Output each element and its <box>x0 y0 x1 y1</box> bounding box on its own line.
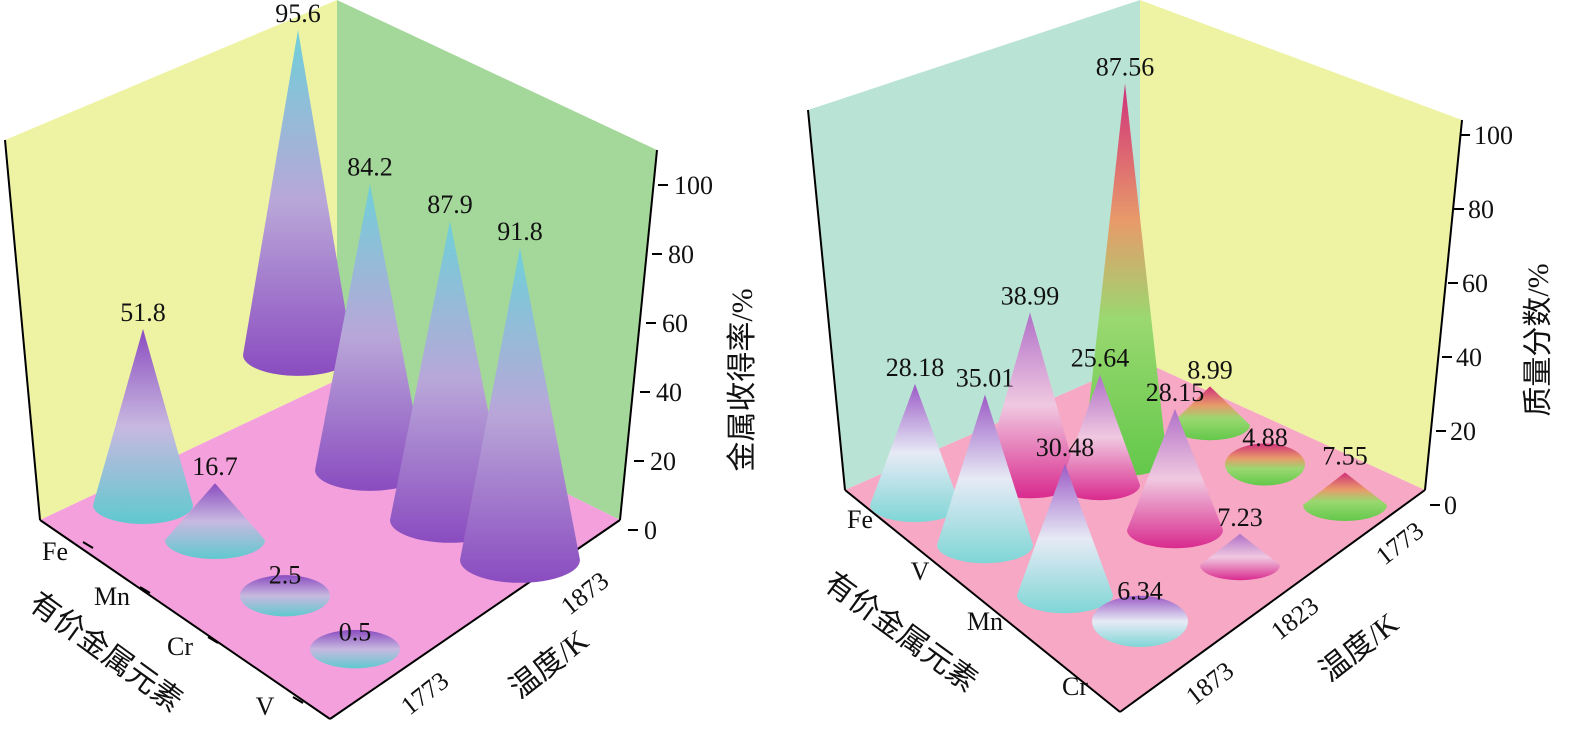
right-cone-fe-1773-label: 87.56 <box>1096 52 1155 81</box>
right-cone-v-1773-label: 8.99 <box>1187 355 1233 384</box>
right-chart-element-axis-title: 有价金属元素 <box>818 566 983 698</box>
right-element-tick-mn: Mn <box>967 607 1003 636</box>
right-element-tick-v: V <box>911 557 930 586</box>
left-cone-fe-1873: 95.6 <box>243 0 353 376</box>
right-cone-cr-1873: 6.34 <box>1092 577 1188 647</box>
right-cone-fe-1873-body <box>870 383 960 523</box>
right-cone-cr-1773: 7.55 <box>1303 442 1387 521</box>
left-z-tick-40: 40 <box>656 378 682 407</box>
left-element-tick-mark <box>207 636 219 644</box>
left-cone-fe-1773-body <box>93 328 193 524</box>
right-chart-marks: 87.56 8.99 4.88 7.55 38.99 25.64 28.15 7.23 28.1… <box>870 52 1387 647</box>
left-element-tick-mark <box>82 541 94 549</box>
right-cone-cr-1873-body <box>1092 595 1188 647</box>
left-z-tick-60: 60 <box>662 309 688 338</box>
right-z-tick-80: 80 <box>1468 195 1494 224</box>
right-temperature-tick-1873: 1873 <box>1180 656 1239 711</box>
left-element-tick-mark <box>139 586 151 594</box>
right-cone-mn-1823-label: 28.15 <box>1146 378 1205 407</box>
left-cone-fe-1773: 51.8 <box>93 298 193 524</box>
left-cone-mn-1873-body <box>315 183 425 491</box>
right-z-tick-100: 100 <box>1474 121 1513 150</box>
left-cone-cr-1773-label: 2.5 <box>269 561 302 590</box>
right-cone-cr-1823-body <box>1200 533 1280 581</box>
right-cone-mn-1823: 28.15 <box>1127 378 1223 549</box>
right-cone-fe-1823-body <box>982 312 1078 499</box>
left-cone-v-1773: 0.5 <box>310 617 400 669</box>
right-element-tick-fe: Fe <box>847 505 873 534</box>
left-element-tick-v: V <box>256 692 275 721</box>
right-cone-fe-1823: 38.99 <box>982 281 1078 499</box>
left-z-tick-20: 20 <box>650 447 676 476</box>
right-chart: 87.56 8.99 4.88 7.55 38.99 25.64 28.15 7.23 28.1… <box>807 0 1555 713</box>
left-cone-cr-1873-label: 87.9 <box>427 190 473 219</box>
left-cone-v-1873-label: 91.8 <box>497 217 543 246</box>
right-cone-v-1873-body <box>937 394 1033 564</box>
left-element-tick-mark <box>292 696 304 704</box>
right-cone-cr-1773-body <box>1303 472 1387 521</box>
right-cone-mn-1873: 30.48 <box>1017 433 1113 614</box>
right-cone-fe-1773: 87.56 <box>1083 52 1167 476</box>
left-chart-marks: 95.6 84.2 87.9 91.8 51.8 16.7 2.5 0.5 <box>93 0 580 669</box>
right-cone-v-1823: 25.64 <box>1060 344 1140 501</box>
right-cone-mn-1873-body <box>1017 463 1113 614</box>
right-cone-mn-1773-body <box>1225 443 1305 486</box>
left-element-tick-cr: Cr <box>167 632 193 661</box>
left-cone-mn-1873-label: 84.2 <box>347 153 393 182</box>
right-cone-v-1823-label: 25.64 <box>1071 344 1130 373</box>
left-element-tick-fe: Fe <box>42 537 68 566</box>
right-cone-cr-1823-label: 7.23 <box>1217 503 1263 532</box>
right-cone-mn-1773: 4.88 <box>1225 423 1305 486</box>
right-cone-v-1773: 8.99 <box>1170 355 1250 441</box>
right-chart-z-axis-title: 质量分数/% <box>1522 263 1555 416</box>
left-cone-v-1773-label: 0.5 <box>339 617 372 646</box>
right-cone-v-1773-body <box>1170 386 1250 441</box>
left-element-tick-mn: Mn <box>94 582 130 611</box>
right-cone-mn-1873-label: 30.48 <box>1036 433 1095 462</box>
right-cone-v-1823-body <box>1060 374 1140 501</box>
right-chart-right-wall <box>1140 0 1462 490</box>
left-chart-left-wall <box>5 0 337 520</box>
right-z-tick-60: 60 <box>1462 269 1488 298</box>
left-cone-v-1873: 91.8 <box>460 217 580 583</box>
right-cone-fe-1773-body <box>1083 83 1167 476</box>
right-chart-temperature-axis-title: 温度/K <box>1314 607 1406 689</box>
right-cone-v-1873-label: 35.01 <box>956 363 1015 392</box>
left-z-tick-0: 0 <box>644 516 657 545</box>
right-cone-fe-1873-label: 28.18 <box>886 353 945 382</box>
right-cone-cr-1873-label: 6.34 <box>1117 577 1163 606</box>
right-chart-left-wall <box>808 0 1140 490</box>
left-chart: 95.6 84.2 87.9 91.8 51.8 16.7 2.5 0.5 Fe Mn Cr V 17… <box>4 0 759 721</box>
right-cone-cr-1823: 7.23 <box>1200 503 1280 581</box>
right-z-tick-0: 0 <box>1444 491 1457 520</box>
left-chart-temperature-axis-title: 温度/K <box>504 624 596 706</box>
left-cone-cr-1773-body <box>240 575 330 617</box>
right-cone-cr-1773-label: 7.55 <box>1322 442 1368 471</box>
left-cone-fe-1773-label: 51.8 <box>120 298 166 327</box>
right-cone-mn-1823-body <box>1127 408 1223 549</box>
left-z-tick-100: 100 <box>674 171 713 200</box>
left-cone-cr-1773: 2.5 <box>240 561 330 617</box>
left-z-tick-80: 80 <box>668 240 694 269</box>
right-cone-mn-1773-label: 4.88 <box>1242 423 1288 452</box>
left-cone-mn-1873: 84.2 <box>315 153 425 491</box>
left-cone-fe-1873-label: 95.6 <box>275 0 321 28</box>
right-cone-v-1873: 35.01 <box>937 363 1033 564</box>
left-chart-z-axis-title: 金属收得率/% <box>726 288 759 471</box>
left-cone-mn-1773-label: 16.7 <box>192 452 238 481</box>
left-cone-mn-1773-body <box>165 483 265 559</box>
right-z-tick-20: 20 <box>1450 417 1476 446</box>
right-z-tick-40: 40 <box>1456 343 1482 372</box>
right-element-tick-cr: Cr <box>1062 672 1088 701</box>
left-cone-v-1873-body <box>460 247 580 583</box>
left-temperature-tick-1773: 1773 <box>395 666 454 721</box>
right-cone-fe-1823-label: 38.99 <box>1001 281 1060 310</box>
left-cone-fe-1873-body <box>243 29 353 376</box>
right-cone-fe-1873: 28.18 <box>870 353 960 523</box>
left-cone-mn-1773: 16.7 <box>165 452 265 559</box>
left-cone-v-1773-body <box>310 629 400 669</box>
